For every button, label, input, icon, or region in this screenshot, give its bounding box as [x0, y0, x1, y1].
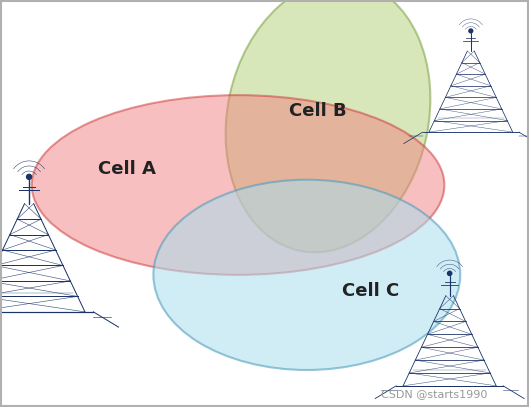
Text: CSDN @starts1990: CSDN @starts1990 — [380, 389, 487, 399]
Circle shape — [469, 29, 473, 33]
Ellipse shape — [32, 95, 444, 275]
Circle shape — [26, 174, 32, 179]
Text: Cell B: Cell B — [289, 102, 346, 120]
Ellipse shape — [225, 0, 431, 252]
Circle shape — [448, 271, 452, 276]
Text: Cell C: Cell C — [342, 282, 399, 300]
Ellipse shape — [153, 180, 460, 370]
Text: Cell A: Cell A — [98, 160, 156, 178]
